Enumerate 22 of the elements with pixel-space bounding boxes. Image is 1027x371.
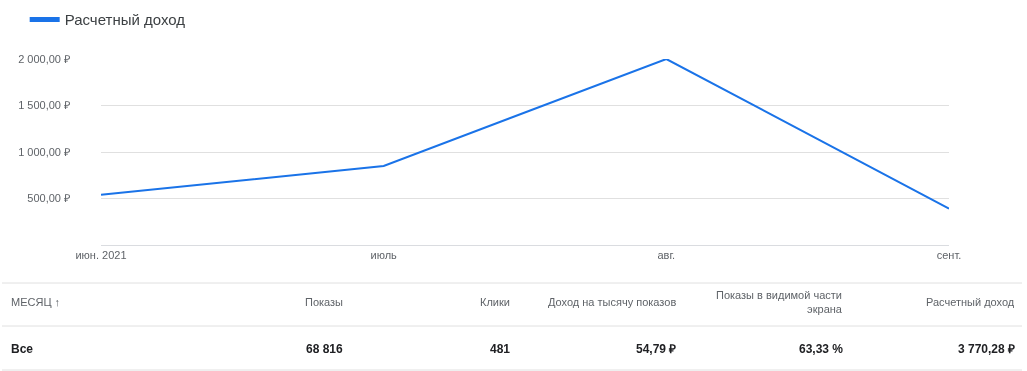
y-tick-label: 1 500,00 ₽: [18, 99, 70, 112]
text: 481: [490, 342, 511, 356]
text: 54,79 ₽: [636, 342, 677, 356]
line-series: [101, 59, 949, 210]
text: МЕСЯЦ ↑: [11, 296, 61, 308]
text: Клики: [480, 296, 510, 308]
legend-label: Расчетный доход: [64, 11, 186, 29]
x-tick-label: сент.: [936, 249, 962, 262]
y-tick-label: 1 000,00 ₽: [18, 145, 70, 158]
text: Расчетный доход: [926, 296, 1015, 308]
x-tick-label: авг.: [657, 249, 676, 262]
text: 68 816: [306, 342, 344, 356]
text: 3 770,28 ₽: [958, 342, 1016, 356]
text: Показы в видимой части экрана: [716, 289, 843, 316]
y-tick-label: 2 000,00 ₽: [18, 52, 70, 65]
text: 63,33 %: [799, 342, 844, 356]
text: Показы: [305, 296, 344, 308]
x-tick-label: июн. 2021: [75, 249, 127, 262]
y-tick-label: 500,00 ₽: [27, 192, 70, 205]
text: Доход на тысячу показов: [548, 296, 677, 308]
x-tick-label: июль: [370, 249, 398, 262]
text: Все: [11, 342, 34, 356]
